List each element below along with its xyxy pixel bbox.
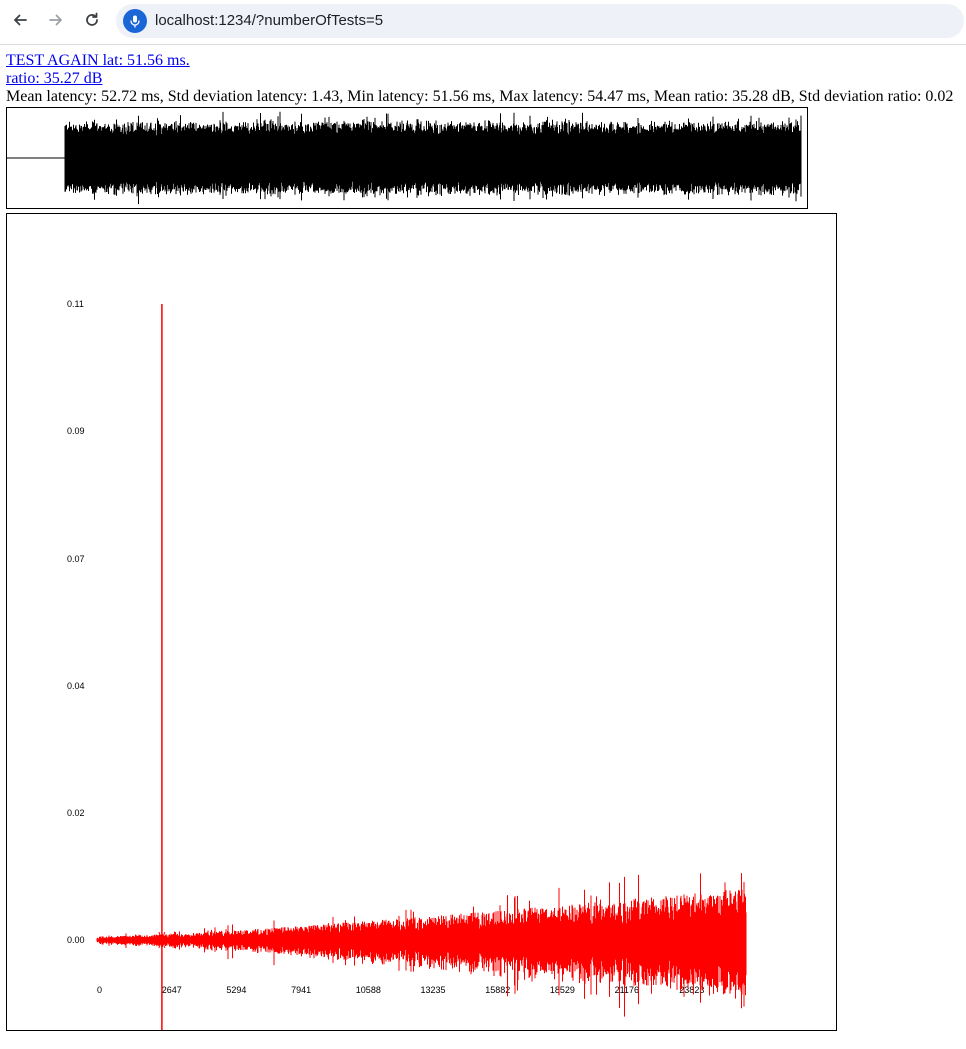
forward-button[interactable] bbox=[42, 6, 70, 34]
browser-toolbar: localhost:1234/?numberOfTests=5 bbox=[0, 0, 966, 45]
url-text: localhost:1234/?numberOfTests=5 bbox=[155, 12, 384, 29]
page-content: TEST AGAIN lat: 51.56 ms. ratio: 35.27 d… bbox=[6, 52, 953, 106]
x-tick-label: 7941 bbox=[291, 985, 311, 995]
correlation-trace bbox=[96, 873, 747, 1017]
correlation-chart: 0.11 0.09 0.07 0.04 0.02 0.00 0 2647 5294 7941 105… bbox=[6, 213, 837, 1031]
reload-icon bbox=[86, 12, 98, 26]
waveform-trace bbox=[7, 111, 802, 205]
reload-button[interactable] bbox=[78, 6, 106, 34]
y-tick-label: 0.11 bbox=[67, 299, 84, 309]
y-tick-label: 0.04 bbox=[67, 681, 85, 691]
test-again-link[interactable]: TEST AGAIN lat: 51.56 ms. bbox=[6, 52, 190, 69]
arrow-left-icon bbox=[14, 14, 27, 26]
x-tick-label: 2647 bbox=[162, 985, 182, 995]
stats-summary: Mean latency: 52.72 ms, Std deviation la… bbox=[6, 88, 954, 105]
x-tick-label: 5294 bbox=[226, 985, 246, 995]
x-tick-label: 21176 bbox=[615, 985, 639, 995]
y-tick-label: 0.07 bbox=[67, 554, 85, 564]
address-bar[interactable]: localhost:1234/?numberOfTests=5 bbox=[116, 4, 964, 38]
arrow-right-icon bbox=[49, 14, 62, 26]
y-tick-label: 0.00 bbox=[67, 935, 85, 945]
x-tick-label: 15882 bbox=[485, 985, 510, 995]
x-tick-label: 10588 bbox=[356, 985, 381, 995]
y-tick-label: 0.02 bbox=[67, 808, 85, 818]
y-tick-label: 0.09 bbox=[67, 426, 85, 436]
x-tick-label: 0 bbox=[97, 985, 102, 995]
x-tick-label: 23823 bbox=[679, 985, 704, 995]
ratio-link[interactable]: ratio: 35.27 dB bbox=[6, 70, 103, 87]
x-tick-label: 18529 bbox=[550, 985, 575, 995]
peak-flare bbox=[158, 931, 166, 949]
microphone-icon[interactable] bbox=[123, 9, 147, 33]
x-tick-label: 13235 bbox=[421, 985, 446, 995]
waveform-canvas bbox=[6, 107, 808, 209]
waveform-plot bbox=[7, 111, 802, 205]
back-button[interactable] bbox=[6, 6, 34, 34]
correlation-plot: 0.11 0.09 0.07 0.04 0.02 0.00 0 2647 5294 7941 105… bbox=[67, 299, 747, 1030]
